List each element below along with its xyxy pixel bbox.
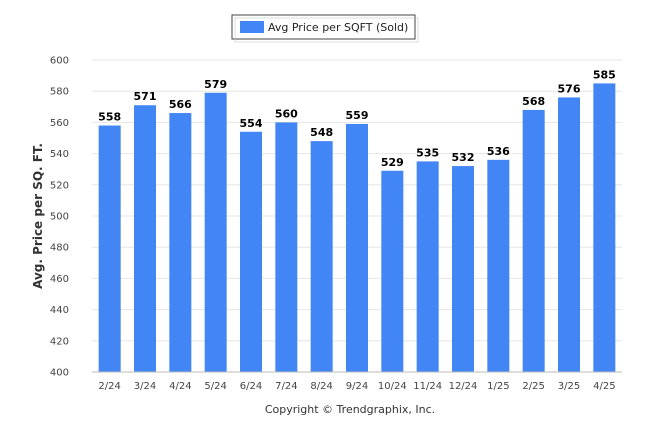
- bar-9-24: [346, 123, 368, 373]
- legend-swatch: [240, 21, 264, 33]
- x-tick-label: 1/25: [487, 381, 509, 392]
- x-tick-label: 2/24: [98, 381, 120, 392]
- bar-1-25: [487, 159, 510, 372]
- y-tick-label: 400: [50, 368, 69, 379]
- x-tick-label: 2/25: [522, 381, 544, 392]
- x-tick-label: 3/25: [558, 381, 580, 392]
- data-label: 554: [240, 117, 263, 130]
- data-label: 535: [416, 146, 439, 159]
- data-label: 579: [204, 78, 227, 91]
- y-axis-title: Avg. Price per SQ. FT.: [31, 143, 45, 289]
- legend-shadow: [234, 17, 419, 43]
- bar-2-25: [522, 109, 545, 373]
- y-tick-label: 440: [50, 305, 69, 316]
- x-tick-label: 9/24: [346, 381, 368, 392]
- x-tick-label: 3/24: [134, 381, 156, 392]
- bar-12-24: [452, 166, 474, 372]
- x-tick-label: 6/24: [240, 381, 262, 392]
- y-tick-label: 560: [50, 118, 69, 129]
- data-labels: 558 571 566 579 554 560 548 559 529 535 532 536 568 5…: [98, 68, 616, 168]
- bar-4-25: [593, 83, 616, 373]
- data-label: 558: [98, 111, 121, 124]
- x-tick-label: 12/24: [449, 381, 478, 392]
- bar-3-25: [558, 97, 580, 372]
- data-label: 529: [381, 156, 404, 169]
- bar-2-24: [98, 125, 121, 373]
- x-tick-label: 4/25: [593, 381, 615, 392]
- copyright-footer: Copyright © Trendgraphix, Inc.: [265, 403, 435, 416]
- x-tick-label: 5/24: [204, 381, 226, 392]
- data-label: 560: [275, 107, 298, 120]
- y-axis-ticks: 400 420 440 460 480 500 520 540 560 580 600: [50, 56, 69, 379]
- x-tick-label: 10/24: [378, 381, 407, 392]
- data-label: 585: [593, 68, 616, 81]
- legend-label: Avg Price per SQFT (Sold): [268, 21, 408, 34]
- data-label: 566: [169, 98, 192, 111]
- y-tick-label: 540: [50, 149, 69, 160]
- y-tick-label: 480: [50, 243, 69, 254]
- y-tick-label: 580: [50, 87, 69, 98]
- y-tick-label: 420: [50, 336, 69, 347]
- y-tick-label: 500: [50, 212, 69, 223]
- x-tick-label: 7/24: [275, 381, 297, 392]
- bar-3-24: [134, 105, 156, 373]
- data-label: 559: [346, 109, 369, 122]
- data-label: 568: [522, 95, 545, 108]
- bars: [98, 83, 616, 373]
- bar-8-24: [310, 141, 333, 372]
- bar-10-24: [381, 170, 404, 372]
- data-label: 548: [310, 126, 333, 139]
- legend: Avg Price per SQFT (Sold): [231, 14, 419, 43]
- y-tick-label: 460: [50, 274, 69, 285]
- bar-7-24: [275, 122, 298, 373]
- x-tick-label: 11/24: [413, 381, 442, 392]
- data-label: 571: [134, 90, 157, 103]
- y-tick-label: 520: [50, 180, 69, 191]
- bar-4-24: [169, 113, 192, 372]
- data-label: 536: [487, 145, 510, 158]
- x-tick-label: 4/24: [169, 381, 191, 392]
- bar-5-24: [204, 92, 227, 372]
- y-tick-label: 600: [50, 56, 69, 67]
- data-label: 532: [452, 151, 475, 164]
- data-label: 576: [558, 82, 581, 95]
- x-tick-label: 8/24: [310, 381, 332, 392]
- bar-11-24: [416, 161, 439, 372]
- x-axis-ticks: 2/24 3/24 4/24 5/24 6/24 7/24 8/24 9/24 10/24 11/…: [98, 381, 615, 392]
- bar-6-24: [240, 131, 262, 372]
